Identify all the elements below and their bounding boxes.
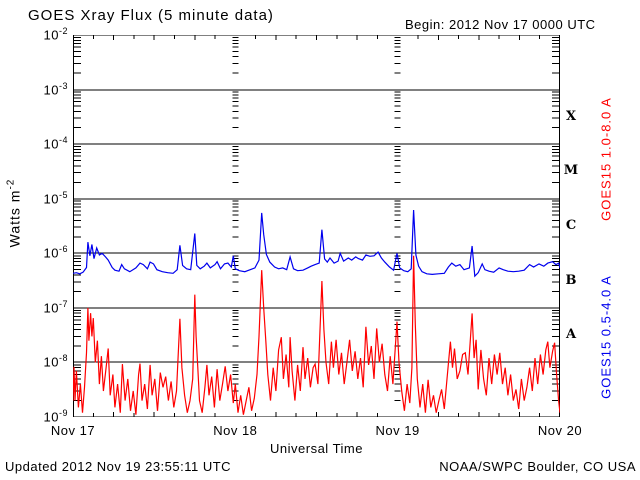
goes15-short-channel-trace (73, 209, 560, 278)
xray-flux-chart (73, 35, 560, 417)
y-tick-exponent: -8 (58, 353, 68, 364)
flare-class-x: X (565, 108, 577, 124)
legend-short-channel: GOES15 0.5-4.0 A (598, 275, 614, 399)
y-tick-label: 10-5 (43, 189, 68, 207)
y-tick-exponent: -7 (58, 298, 68, 309)
flare-class-b: B (565, 272, 577, 288)
source-credit: NOAA/SWPC Boulder, CO USA (439, 459, 636, 474)
x-tick-label: Nov 17 (50, 423, 96, 438)
y-tick-label: 10-7 (43, 298, 68, 316)
updated-timestamp: Updated 2012 Nov 19 23:55:11 UTC (5, 459, 232, 474)
x-tick-label: Nov 19 (375, 423, 420, 438)
y-tick-label: 10-4 (43, 135, 68, 152)
goes15-long-channel-trace (73, 255, 560, 415)
x-tick-label: Nov 18 (213, 423, 258, 438)
y-axis-title: Watts m-2 (5, 178, 23, 248)
y-tick-exponent: -9 (58, 408, 68, 418)
begin-timestamp: Begin: 2012 Nov 17 0000 UTC (405, 17, 596, 32)
legend-long-channel: GOES15 1.0-8.0 A (598, 97, 614, 221)
y-axis-title-exponent: -2 (5, 178, 17, 190)
y-tick-exponent: -3 (58, 80, 68, 91)
y-tick-label: 10-6 (43, 244, 68, 261)
y-tick-exponent: -4 (58, 135, 68, 146)
y-tick-label: 10-9 (43, 408, 68, 425)
x-tick-label: Nov 20 (537, 423, 583, 438)
y-tick-exponent: -2 (58, 26, 68, 36)
y-tick-label: 10-8 (43, 353, 68, 370)
y-tick-exponent: -6 (58, 244, 68, 255)
flare-class-a: A (565, 327, 577, 343)
y-tick-label: 10-3 (43, 80, 68, 97)
page-title: GOES Xray Flux (5 minute data) (28, 7, 274, 24)
flare-class-c: C (565, 218, 577, 233)
x-axis-title: Universal Time (270, 441, 363, 456)
y-tick-exponent: -5 (58, 189, 68, 200)
y-tick-label: 10-2 (43, 26, 68, 43)
flare-class-m: M (563, 163, 579, 179)
